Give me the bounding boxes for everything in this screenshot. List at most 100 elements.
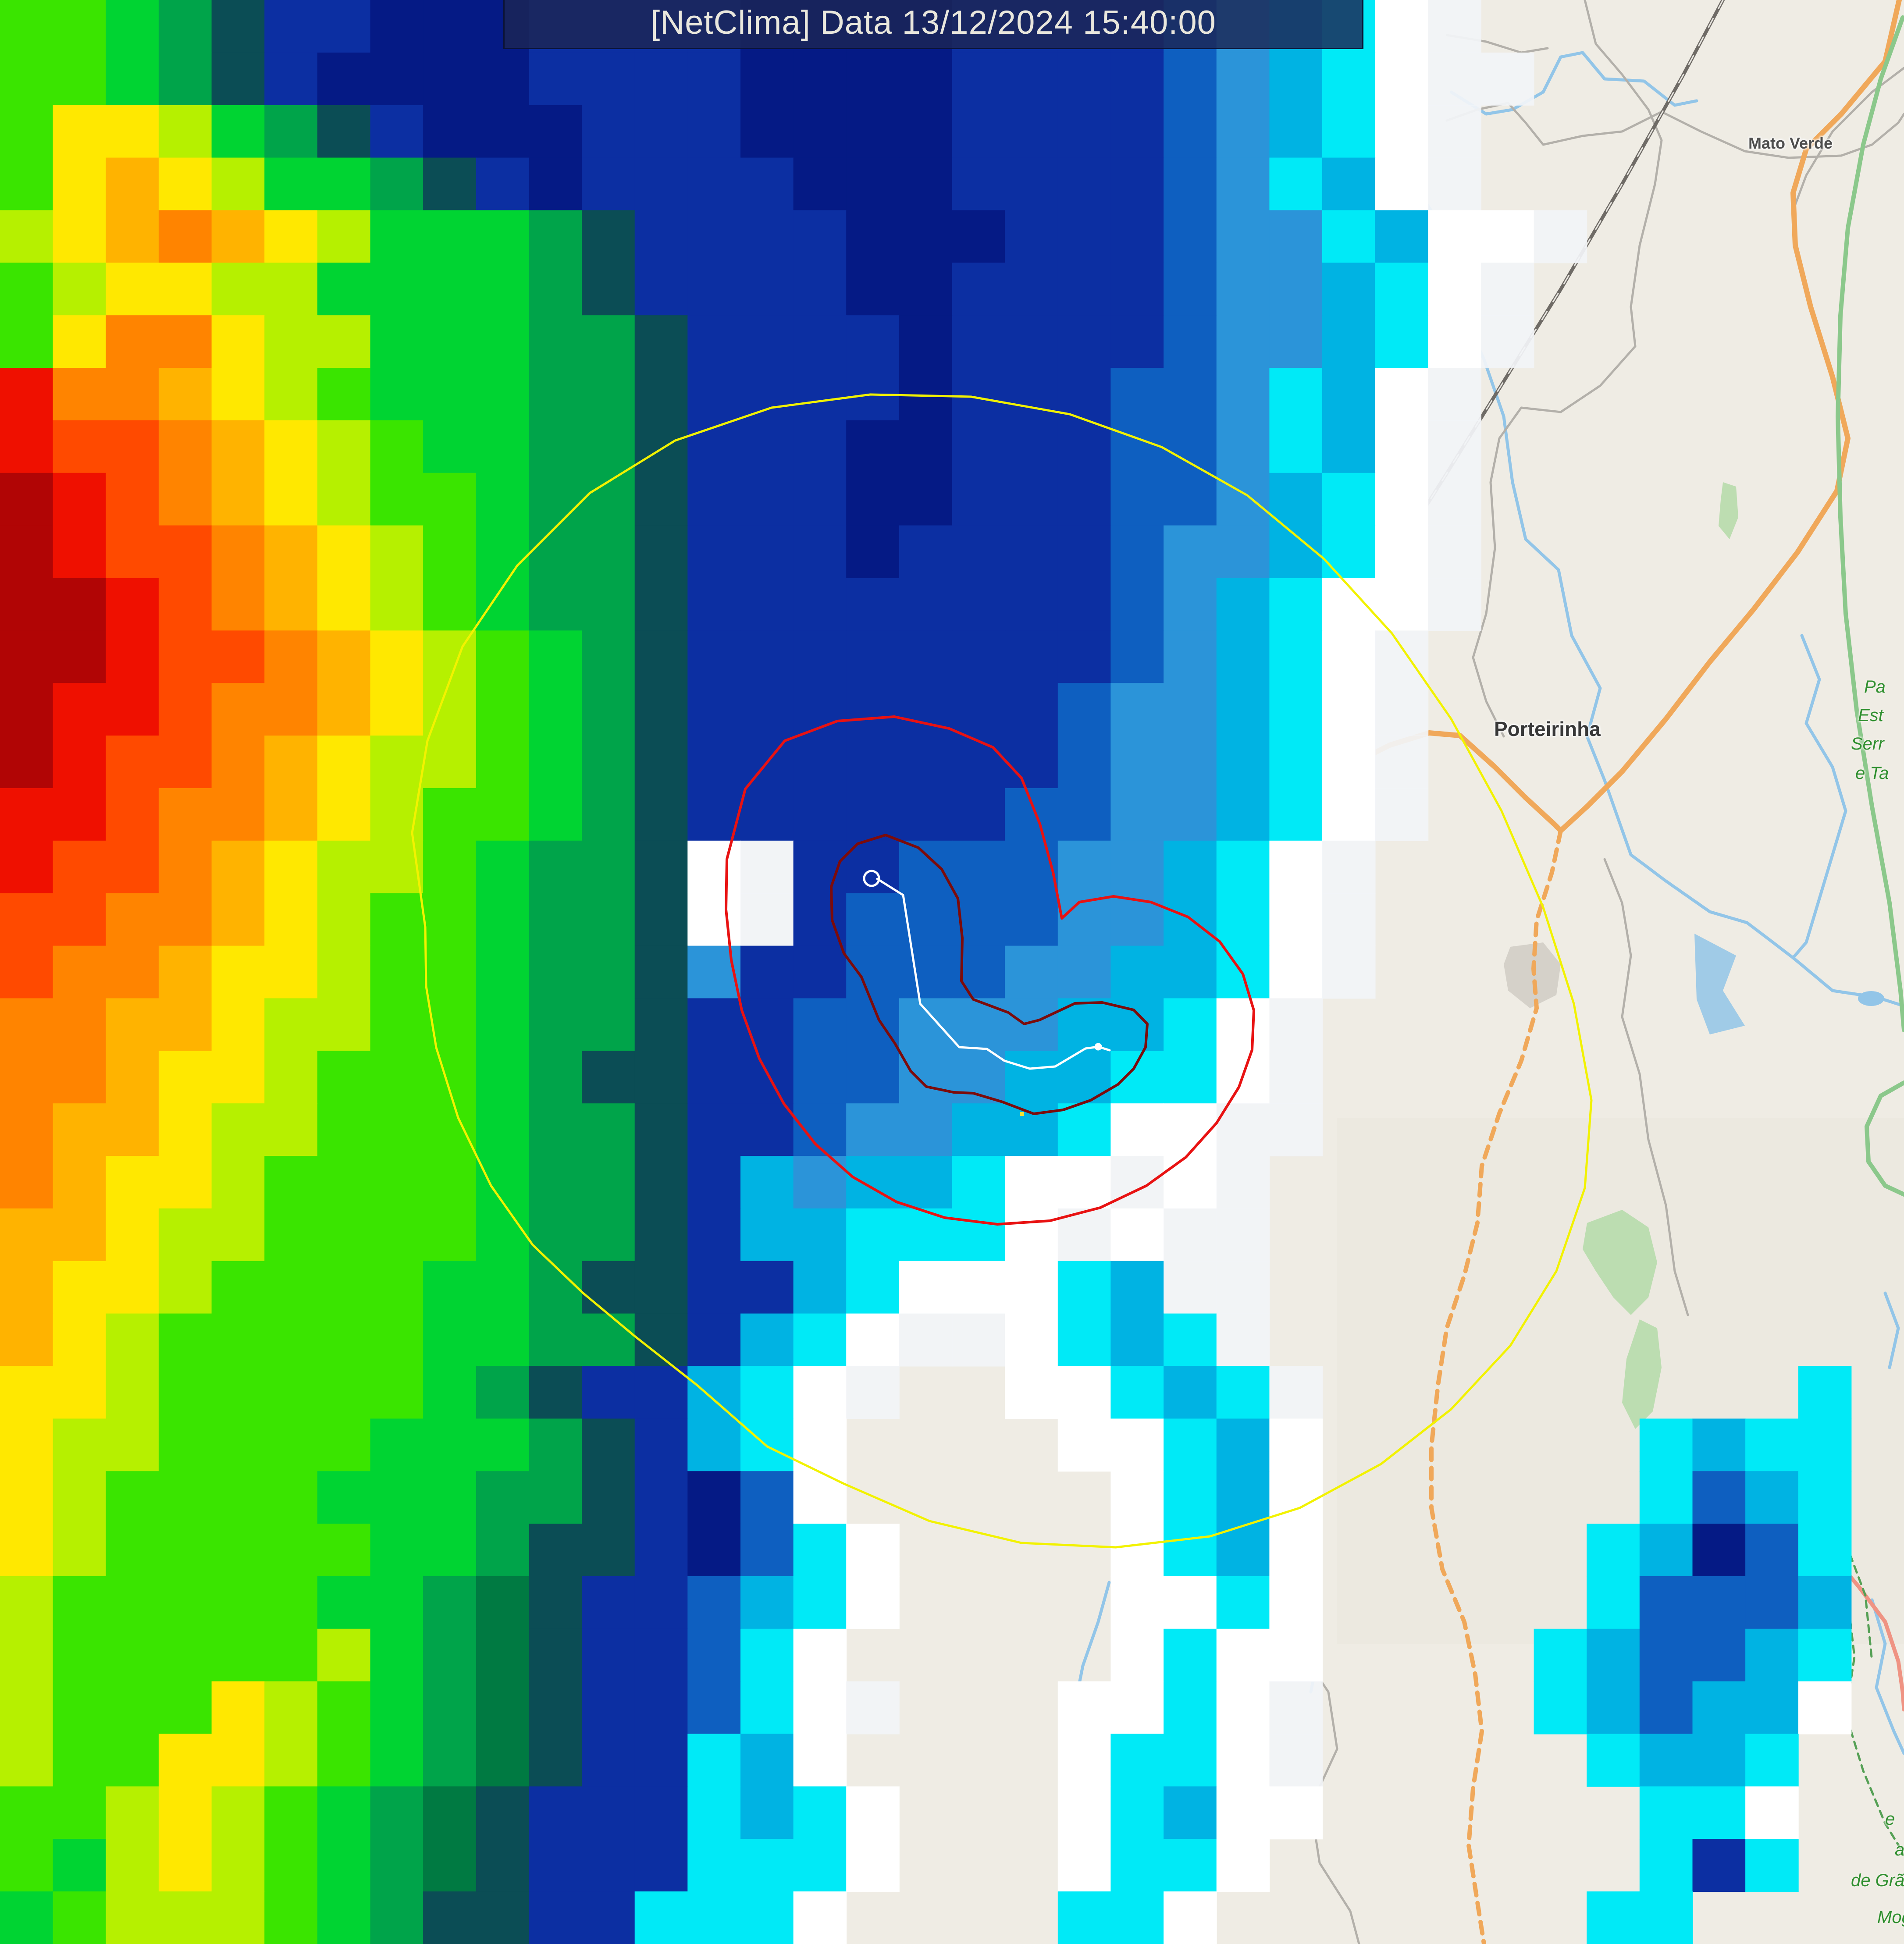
radar-cell	[476, 52, 530, 106]
radar-cell	[1269, 1366, 1323, 1419]
radar-cell	[1057, 1051, 1111, 1104]
radar-cell	[529, 1786, 582, 1840]
radar-cell	[158, 52, 212, 106]
radar-cell	[899, 315, 953, 369]
radar-cell	[158, 1366, 212, 1419]
radar-cell	[476, 105, 530, 158]
radar-cell	[1110, 1103, 1164, 1157]
radar-cell	[264, 1891, 318, 1944]
radar-cell	[370, 1524, 424, 1577]
radar-cell	[211, 945, 265, 999]
radar-cell	[0, 945, 53, 999]
radar-cell	[53, 893, 107, 946]
radar-cell	[370, 1839, 424, 1892]
radar-cell	[211, 1734, 265, 1787]
radar-cell	[1216, 420, 1270, 473]
radar-cell	[1322, 52, 1376, 106]
park-label-line: Mogol	[1877, 1908, 1904, 1927]
radar-cell	[582, 1839, 635, 1892]
radar-cell	[476, 1471, 530, 1525]
radar-cell	[1110, 840, 1164, 894]
radar-cell	[317, 1839, 371, 1892]
radar-cell	[1164, 788, 1217, 841]
radar-cell	[317, 420, 371, 473]
storm-range-circle	[411, 393, 1593, 1549]
radar-cell	[1322, 736, 1376, 789]
radar-cell	[53, 1524, 107, 1577]
radar-cell	[158, 315, 212, 369]
salmon-road	[1833, 1556, 1904, 1712]
radar-cell	[1269, 157, 1323, 211]
radar-cell	[53, 1261, 107, 1314]
radar-cell	[1375, 736, 1429, 789]
radar-cell	[211, 1156, 265, 1209]
radar-cell	[1745, 1576, 1799, 1629]
radar-cell	[106, 1208, 159, 1262]
radar-cell	[1057, 1839, 1111, 1892]
radar-cell	[1798, 1418, 1852, 1472]
radar-cell	[53, 210, 107, 263]
radar-cell	[952, 473, 1006, 526]
radar-cell	[0, 1471, 53, 1525]
radar-cell	[634, 893, 688, 946]
radar-cell	[476, 1891, 530, 1944]
radar-cell	[1164, 683, 1217, 736]
radar-cell	[1164, 1366, 1217, 1419]
radar-cell	[899, 420, 953, 473]
radar-cell	[529, 473, 582, 526]
radar-cell	[529, 1681, 582, 1734]
radar-cell	[158, 1261, 212, 1314]
radar-cell	[1005, 1156, 1058, 1209]
radar-cell	[634, 840, 688, 894]
radar-cell	[1216, 210, 1270, 263]
radar-cell	[476, 263, 530, 316]
radar-cell	[106, 210, 159, 263]
radar-cell	[106, 840, 159, 894]
radar-cell	[899, 473, 953, 526]
radar-cell	[1798, 1524, 1852, 1577]
radar-cell	[317, 1261, 371, 1314]
radar-cell	[158, 1156, 212, 1209]
radar-cell	[264, 630, 318, 684]
radar-cell	[687, 473, 741, 526]
radar-cell	[740, 1471, 794, 1525]
radar-cell	[106, 736, 159, 789]
radar-cell	[634, 525, 688, 579]
radar-cell	[317, 52, 371, 106]
radar-cell	[211, 368, 265, 421]
radar-cell	[793, 315, 847, 369]
radar-cell	[264, 736, 318, 789]
park-label-line: e	[1885, 1809, 1895, 1829]
radar-cell	[1322, 368, 1376, 421]
radar-cell	[1322, 263, 1376, 316]
radar-cell	[687, 840, 741, 894]
radar-cell	[952, 578, 1006, 631]
radar-cell	[952, 525, 1006, 579]
radar-cell	[106, 1891, 159, 1944]
radar-cell	[53, 1734, 107, 1787]
radar-cell	[899, 998, 953, 1052]
radar-cell	[370, 736, 424, 789]
radar-cell	[687, 525, 741, 579]
radar-cell	[952, 105, 1006, 158]
radar-cell	[1005, 1208, 1058, 1262]
radar-cell	[952, 1103, 1006, 1157]
radar-cell	[476, 473, 530, 526]
radar-cell	[370, 210, 424, 263]
radar-cell	[106, 52, 159, 106]
radar-cell	[423, 525, 477, 579]
radar-cell	[1216, 368, 1270, 421]
radar-cell	[1057, 630, 1111, 684]
radar-cell	[158, 157, 212, 211]
radar-cell	[1164, 1681, 1217, 1734]
radar-cell	[1164, 1628, 1217, 1682]
radar-cell	[106, 1628, 159, 1682]
radar-cell	[582, 1891, 635, 1944]
radar-cell	[370, 1576, 424, 1629]
radar-cell	[634, 736, 688, 789]
radar-cell	[264, 1313, 318, 1367]
radar-cell	[1005, 630, 1058, 684]
radar-cell	[740, 1208, 794, 1262]
radar-cell	[793, 525, 847, 579]
radar-cell	[476, 840, 530, 894]
